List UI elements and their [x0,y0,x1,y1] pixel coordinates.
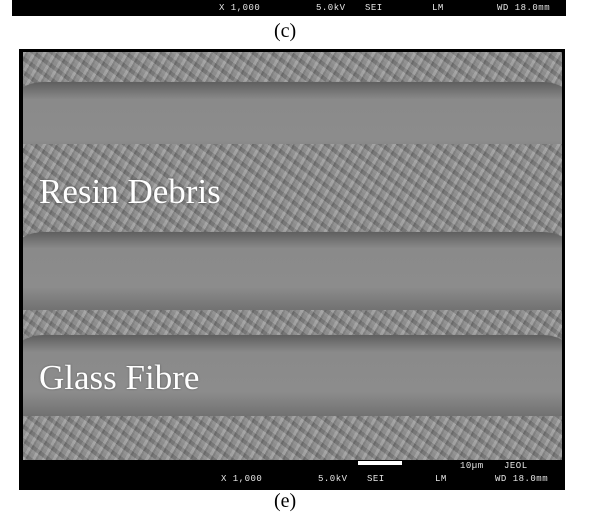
glass-fibre-2 [23,232,562,324]
bottom-mode: LM [435,474,447,484]
scale-bar [358,461,402,465]
bottom-magnification: X 1,000 [221,474,263,484]
scale-label: 10µm [460,461,484,471]
glass-fibre-3 [23,335,562,430]
bottom-info-bar: 10µm JEOL X 1,000 5.0kV SEI LM WD 18.0mm [23,460,562,488]
bottom-detector: SEI [367,474,385,484]
panel-label-e: (e) [274,490,297,512]
top-magnification: X 1,000 [219,3,261,13]
bottom-working-distance: WD 18.0mm [495,474,549,484]
bottom-voltage: 5.0kV [318,474,348,484]
glass-fibre-label: Glass Fibre [39,358,200,397]
panel-label-c: (c) [274,20,297,42]
top-voltage: 5.0kV [316,3,346,13]
resin-debris-label: Resin Debris [39,172,221,211]
top-mode: LM [432,3,444,13]
resin-debris-band-4 [23,416,562,460]
top-detector: SEI [365,3,383,13]
top-working-distance: WD 18.0mm [497,3,551,13]
top-info-bar: X 1,000 5.0kV SEI LM WD 18.0mm [12,0,566,16]
resin-debris-band-2 [23,144,562,239]
sem-micrograph: Resin Debris Glass Fibre [23,52,562,460]
manufacturer-label: JEOL [504,461,528,471]
